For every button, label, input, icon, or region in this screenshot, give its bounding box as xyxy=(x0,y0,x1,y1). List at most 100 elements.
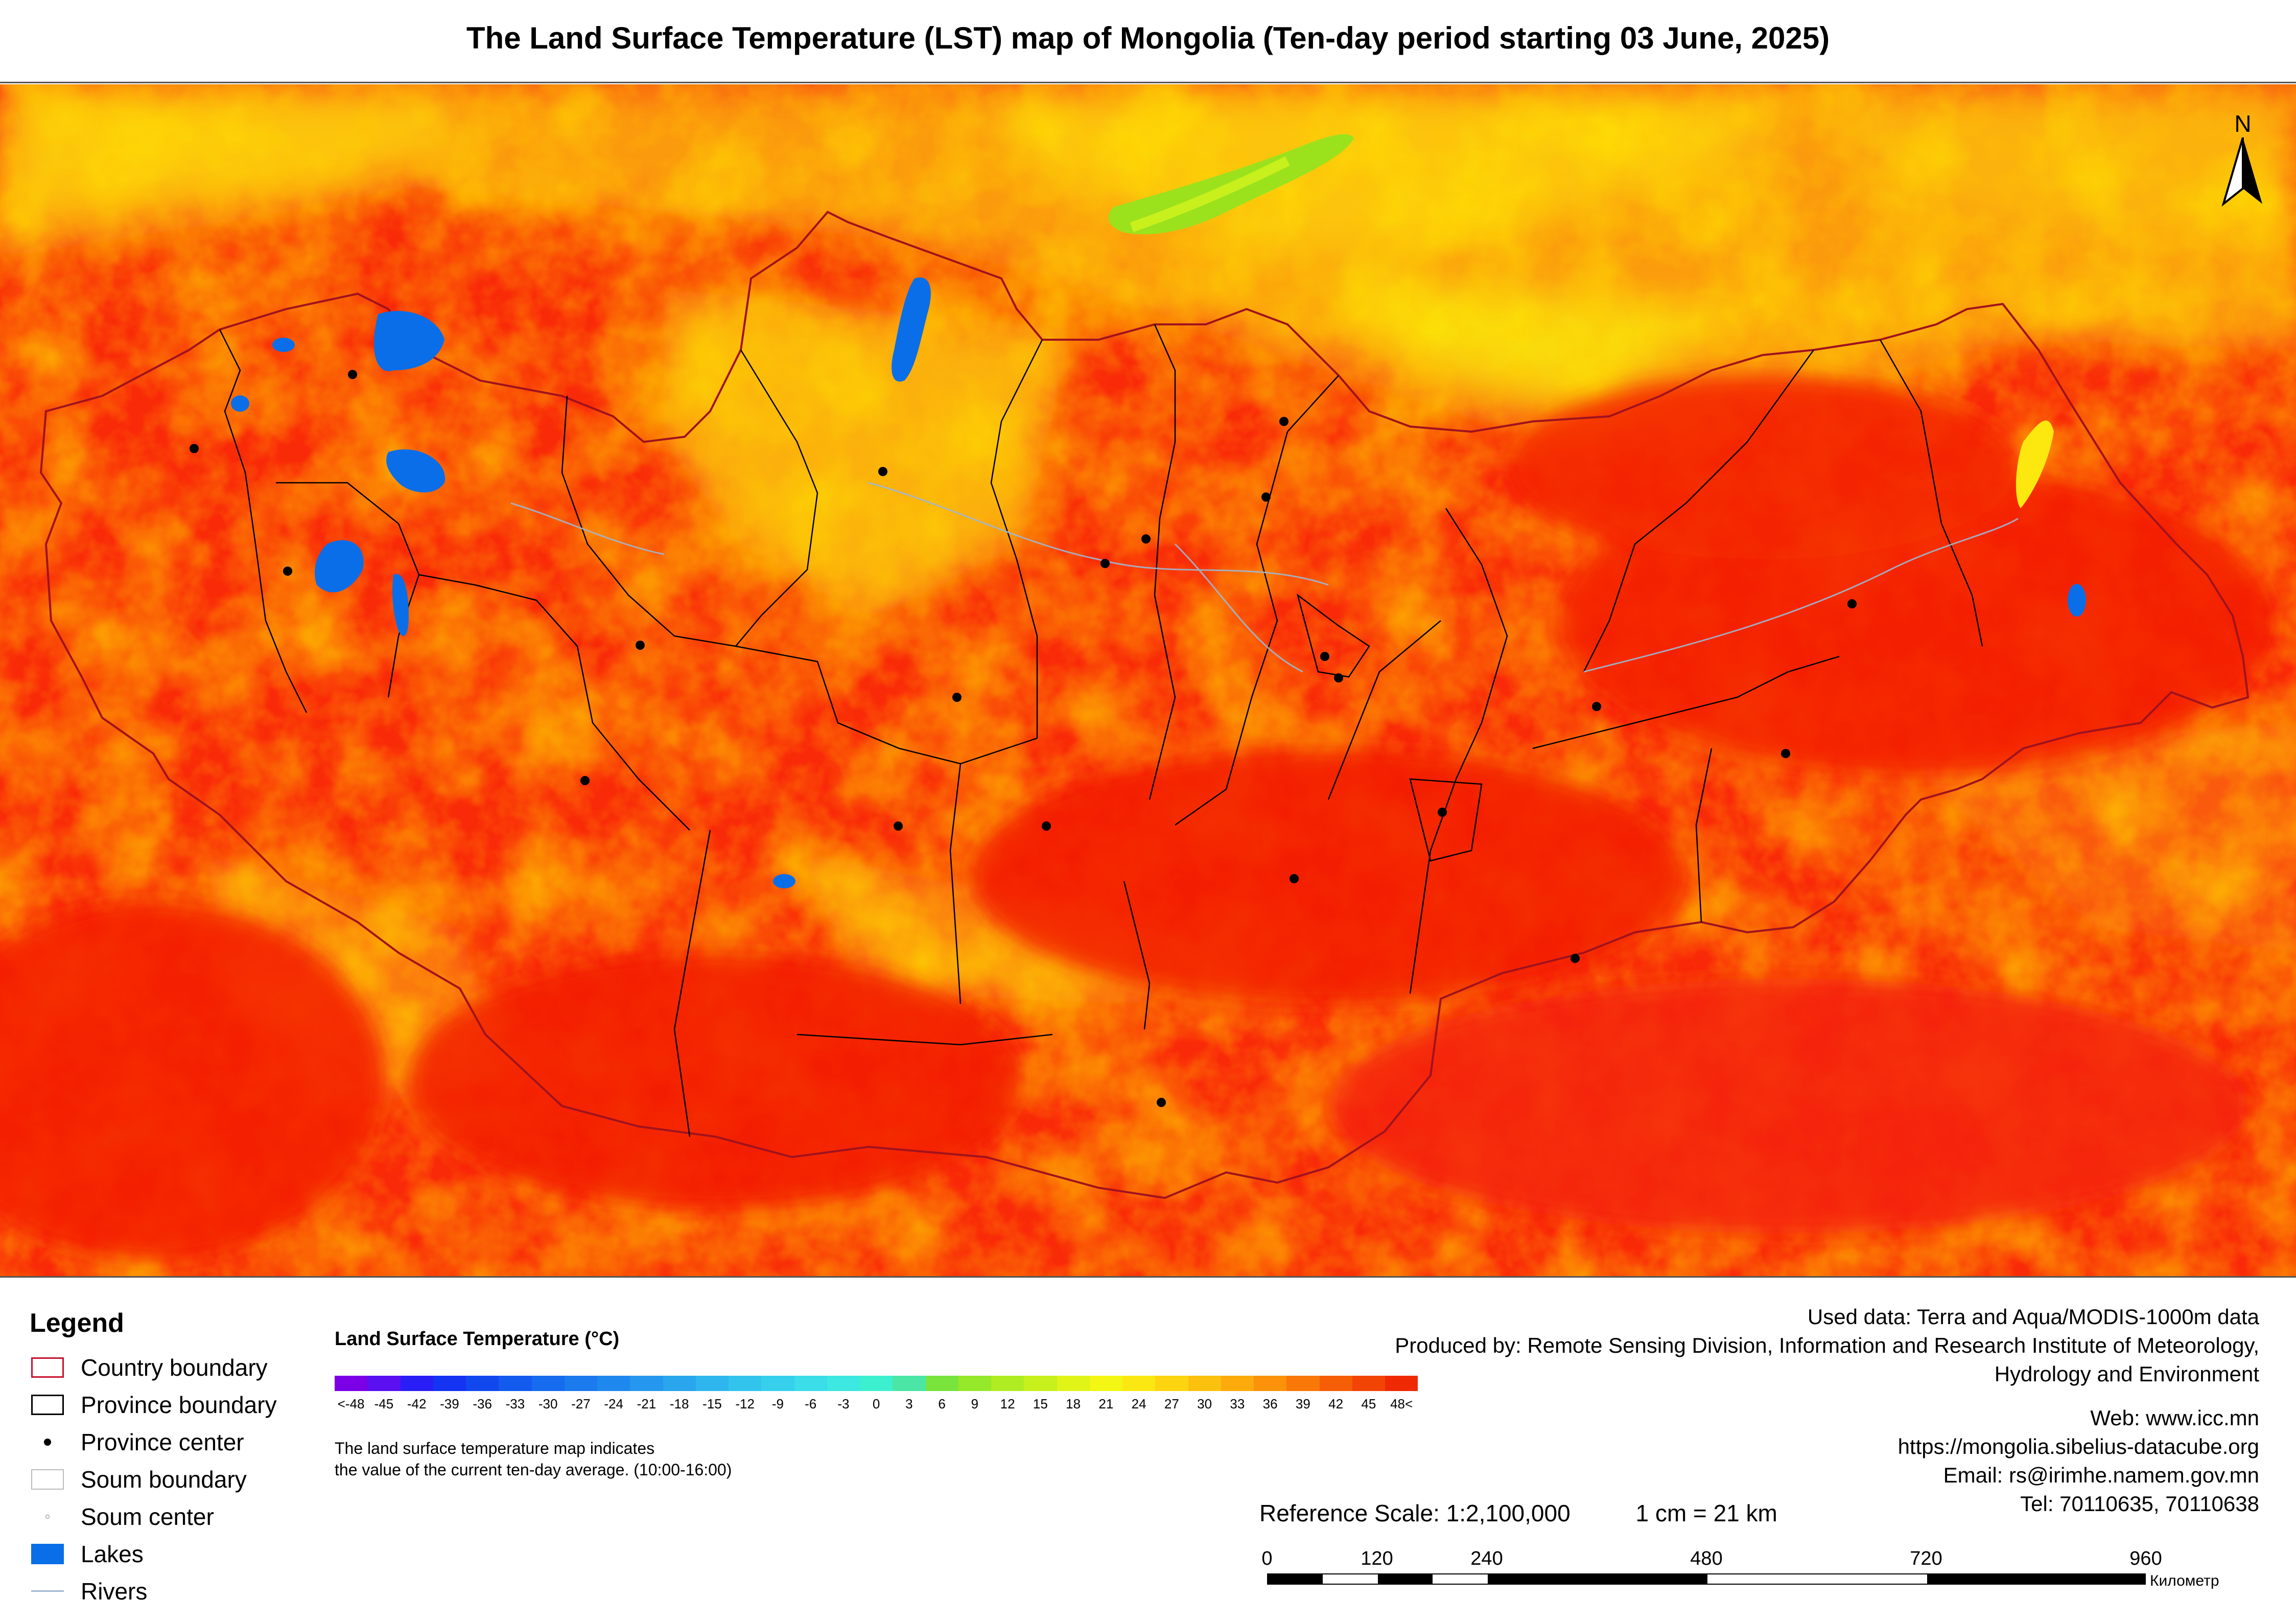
lake-icon xyxy=(30,1542,65,1566)
colorbar-swatch xyxy=(1057,1376,1090,1391)
legend-label: Soum boundary xyxy=(81,1466,247,1493)
lake-uvs xyxy=(373,311,444,371)
colorbar-swatch xyxy=(1352,1376,1385,1391)
legend-label: Lakes xyxy=(81,1540,144,1567)
colorbar-swatch xyxy=(729,1376,762,1391)
colorbar-tick-label: 27 xyxy=(1164,1396,1179,1411)
legend: Legend Country boundary Province boundar… xyxy=(30,1308,316,1610)
used-data: Used data: Terra and Aqua/MODIS-1000m da… xyxy=(1807,1305,2259,1329)
lake-small-west xyxy=(231,395,249,412)
reference-scale-text: Reference Scale: 1:2,100,000 xyxy=(1259,1500,1571,1526)
note-line: the value of the current ten-day average… xyxy=(335,1461,732,1479)
lake-orog xyxy=(773,874,795,888)
colorbar-tick-label: 45 xyxy=(1361,1396,1376,1411)
colorbar-tick-label: -18 xyxy=(669,1396,689,1411)
colorbar-tick-label: 48< xyxy=(1390,1396,1413,1411)
map-title: The Land Surface Temperature (LST) map o… xyxy=(466,21,1830,55)
colorbar-tick-label: -36 xyxy=(473,1396,492,1411)
legend-item-province-center: Province center xyxy=(30,1423,316,1461)
colorbar-swatch xyxy=(663,1376,696,1391)
lake-khar xyxy=(392,574,409,636)
colorbar-swatch xyxy=(1385,1376,1418,1391)
colorbar-tick-label: -15 xyxy=(702,1396,722,1411)
colorbar-swatch xyxy=(1319,1376,1352,1391)
country-boundary-icon xyxy=(30,1356,65,1379)
colorbar-note: The land surface temperature map indicat… xyxy=(335,1438,1423,1480)
colorbar-tick-label: 36 xyxy=(1262,1396,1278,1411)
colorbar-tick-label: <-48 xyxy=(337,1396,365,1411)
colorbar-ticks: <-48 -45 -42 -39 -36 -33 -30 -27 -24 -21 -18 -15 -12… xyxy=(335,1396,1418,1412)
colorbar-swatch xyxy=(794,1376,827,1391)
north-label: N xyxy=(2234,110,2252,137)
north-arrow-icon xyxy=(2221,137,2262,207)
scale-label: 720 xyxy=(1910,1548,1942,1569)
north-arrow: N xyxy=(2217,110,2268,212)
country-boundary xyxy=(39,210,2250,1199)
soum-boundary-icon xyxy=(30,1468,65,1491)
produced-by: Produced by: Remote Sensing Division, In… xyxy=(1395,1333,2259,1357)
colorbar-tick-label: -30 xyxy=(538,1396,558,1411)
lake-achit xyxy=(272,338,295,352)
colorbar-tick-label: -27 xyxy=(571,1396,591,1411)
colorbar-tick-label: -39 xyxy=(440,1396,459,1411)
colorbar-tick-label: -6 xyxy=(805,1396,817,1411)
colorbar-tick-label: -45 xyxy=(374,1396,394,1411)
colorbar-swatch xyxy=(761,1376,794,1391)
colorbar-tick-label: 18 xyxy=(1066,1396,1081,1411)
colorbar-swatch xyxy=(335,1376,368,1391)
province-centers xyxy=(190,370,1857,1107)
colorbar-swatch xyxy=(1221,1376,1254,1391)
colorbar-swatch xyxy=(1155,1376,1188,1391)
colorbar-swatch xyxy=(1089,1376,1122,1391)
legend-label: Country boundary xyxy=(81,1354,268,1381)
reference-scale: Reference Scale: 1:2,100,000 1 cm = 21 k… xyxy=(1259,1499,1777,1527)
lakes xyxy=(231,277,2086,888)
colorbar-swatch xyxy=(597,1376,630,1391)
colorbar-swatch xyxy=(925,1376,958,1391)
colorbar-swatch xyxy=(1254,1376,1287,1391)
lake-buir xyxy=(2068,584,2086,617)
colorbar-swatch xyxy=(531,1376,565,1391)
province-boundary-icon xyxy=(30,1393,65,1417)
lake-khuvsgul xyxy=(892,277,931,382)
colorbar-swatches xyxy=(335,1376,1418,1391)
lake-khar-us xyxy=(315,540,364,593)
legend-title: Legend xyxy=(30,1308,124,1338)
legend-item-soum-boundary: Soum boundary xyxy=(30,1461,316,1498)
legend-label: Rivers xyxy=(81,1578,148,1605)
colorbar-swatch xyxy=(499,1376,532,1391)
lake-khyargas xyxy=(386,449,446,492)
colorbar-tick-label: -3 xyxy=(837,1396,850,1411)
colorbar-swatch xyxy=(827,1376,860,1391)
legend-label: Soum center xyxy=(81,1503,214,1530)
colorbar-tick-label: 9 xyxy=(971,1396,979,1411)
scale-label: 120 xyxy=(1361,1548,1393,1569)
email-link[interactable]: Email: rs@irimhe.namem.gov.mn xyxy=(1943,1463,2259,1487)
scale-segments xyxy=(1267,1573,2146,1585)
colorbar-tick-label: -9 xyxy=(771,1396,784,1411)
colorbar-swatch xyxy=(564,1376,597,1391)
colorbar-tick-label: -24 xyxy=(604,1396,623,1411)
colorbar-tick-label: -12 xyxy=(735,1396,755,1411)
web-link[interactable]: Web: www.icc.mn xyxy=(2090,1406,2259,1430)
info-block: Used data: Terra and Aqua/MODIS-1000m da… xyxy=(1135,1303,2259,1518)
colorbar-tick-label: 3 xyxy=(905,1396,913,1411)
produced-by-cont: Hydrology and Environment xyxy=(1994,1362,2259,1386)
scale-label: 960 xyxy=(2129,1548,2162,1569)
colorbar-swatch xyxy=(1122,1376,1156,1391)
colorbar-swatch xyxy=(1024,1376,1057,1391)
colorbar-swatch xyxy=(630,1376,663,1391)
legend-label: Province center xyxy=(81,1428,244,1455)
legend-item-rivers: Rivers xyxy=(30,1572,316,1610)
colorbar-tick-label: 0 xyxy=(872,1396,880,1411)
colorbar-swatch xyxy=(860,1376,893,1391)
datacube-link[interactable]: https://mongolia.sibelius-datacube.org xyxy=(1897,1434,2259,1458)
scale-label: 0 xyxy=(1261,1548,1273,1569)
colorbar-tick-label: 15 xyxy=(1033,1396,1048,1411)
soum-center-icon xyxy=(30,1505,65,1528)
colorbar-tick-label: 24 xyxy=(1131,1396,1146,1411)
legend-item-country-boundary: Country boundary xyxy=(30,1349,316,1386)
note-line: The land surface temperature map indicat… xyxy=(335,1439,655,1457)
colorbar-swatch xyxy=(433,1376,466,1391)
lst-map[interactable] xyxy=(0,84,2296,1276)
